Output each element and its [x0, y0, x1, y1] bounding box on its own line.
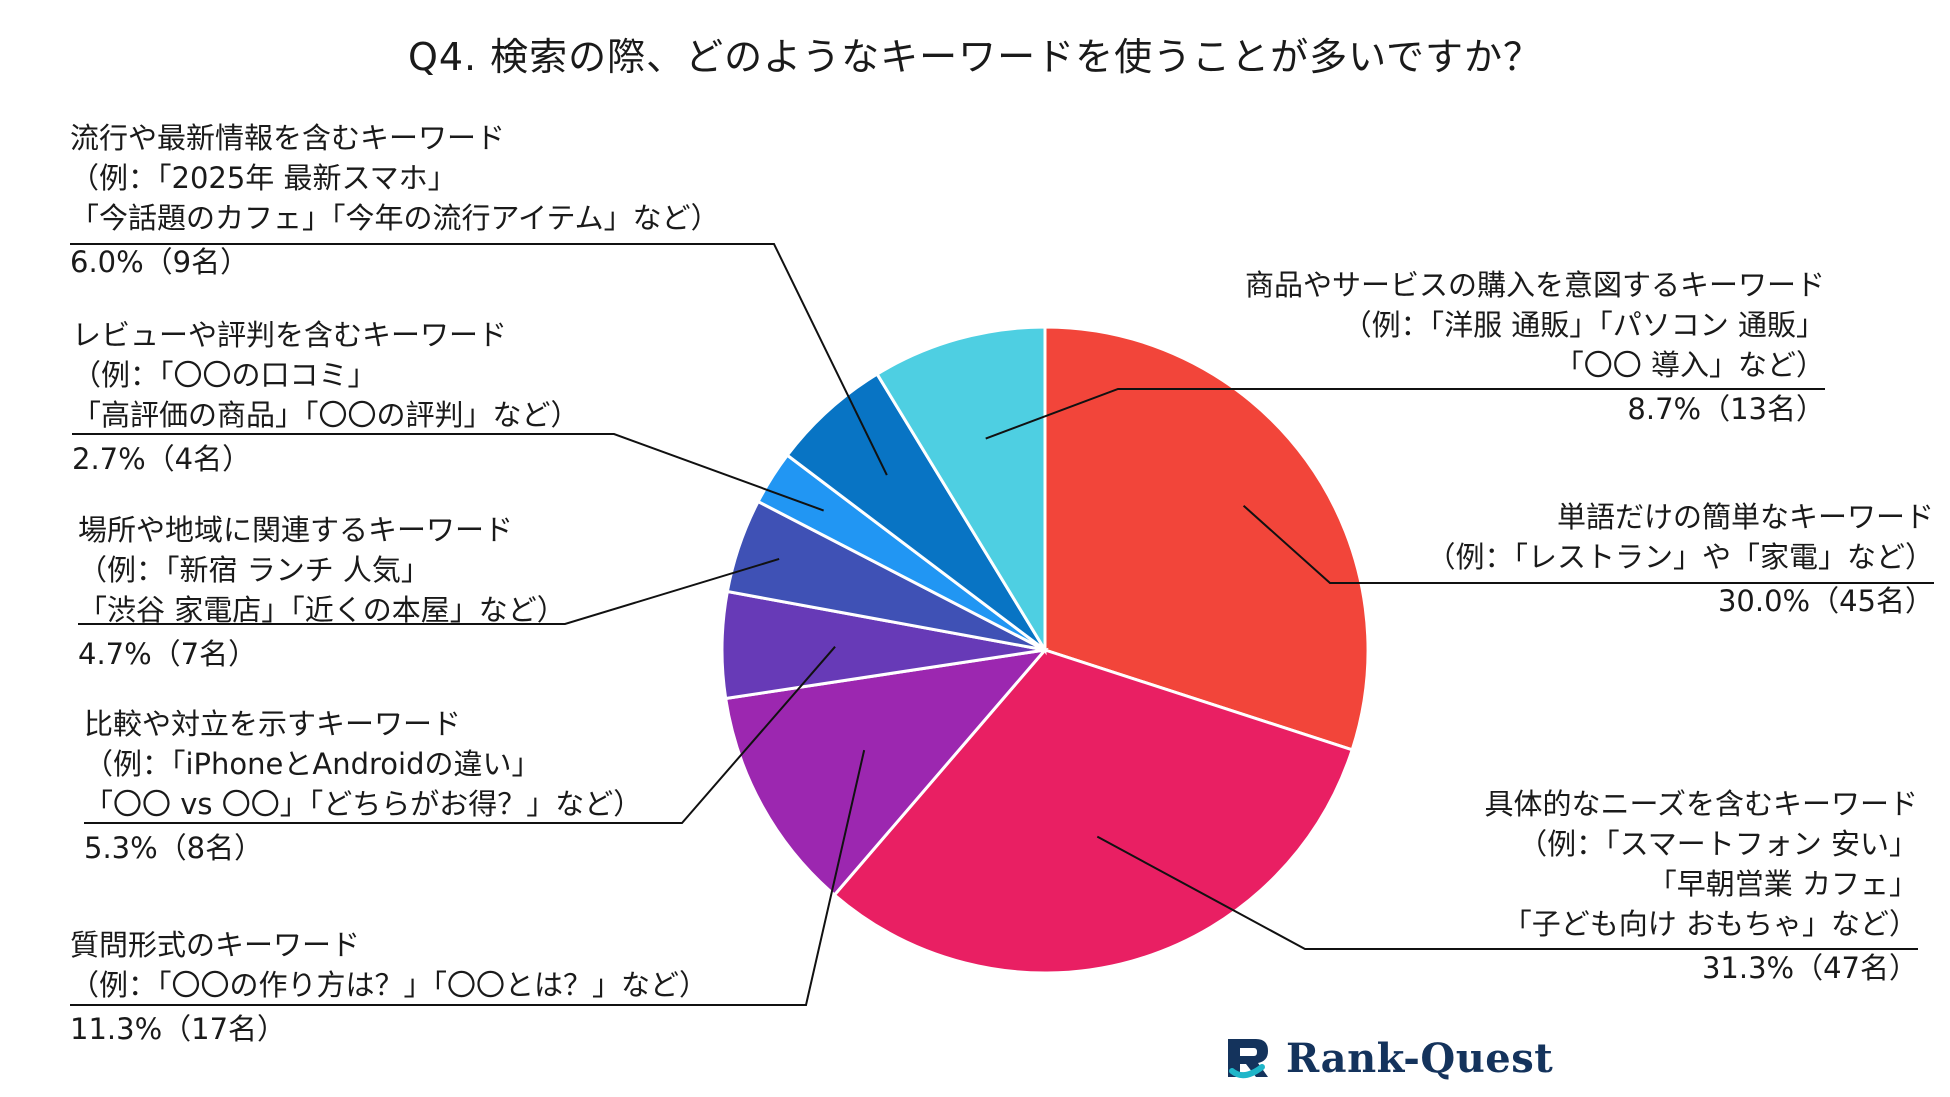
slice-label-line: 単語だけの簡単なキーワード [1556, 500, 1934, 534]
slice-label-line: 質問形式のキーワード [70, 928, 361, 962]
slice-label-7: 商品やサービスの購入を意図するキーワード （例：「洋服 通販」「パソコン 通販」「… [1245, 265, 1825, 429]
slice-label-line: （例：「〇〇の口コミ」 [72, 358, 377, 392]
pie-slice-7 [875, 325, 1047, 656]
slice-label-line: 「子ども向け おもちゃ」など） [1502, 907, 1918, 941]
slice-label-line: 比較や対立を示すキーワード [84, 707, 462, 741]
slice-label-line: （例：「iPhoneとAndroidの違い」 [84, 747, 541, 781]
leader-line-3 [84, 646, 836, 824]
slice-label-2: 質問形式のキーワード （例：「〇〇の作り方は？」「〇〇とは？」など） 11.3%（1… [70, 925, 708, 1049]
slice-label-line: レビューや評判を含むキーワード [72, 318, 508, 352]
leader-line-7 [985, 388, 1825, 440]
chart-title: Q4. 検索の際、どのようなキーワードを使うことが多いですか？ [407, 35, 1543, 79]
slice-value-label: 2.7%（4名） [72, 442, 252, 476]
slice-label-line: 商品やサービスの購入を意図するキーワード [1244, 268, 1825, 302]
leader-line-2 [70, 749, 866, 1006]
slice-value-label: 4.7%（7名） [78, 637, 258, 671]
pie-slice-1 [832, 648, 1355, 975]
slice-value-label: 11.3%（17名） [70, 1012, 287, 1046]
rank-quest-logo: Rank-Quest [1222, 1030, 1553, 1086]
slice-label-line: （例：「新宿 ランチ 人気」 [78, 553, 430, 587]
leader-line-6 [70, 243, 888, 476]
slice-value-label: 30.0%（45名） [1717, 584, 1934, 618]
leader-line-0 [1242, 504, 1934, 584]
slice-label-line: （例：「2025年 最新スマホ」 [70, 161, 457, 195]
slice-value-label: 6.0%（9名） [70, 245, 250, 279]
slice-label-4: 場所や地域に関連するキーワード （例：「新宿 ランチ 人気」「渋谷 家電店」「近く… [78, 510, 566, 674]
slice-label-6: 流行や最新情報を含むキーワード （例：「2025年 最新スマホ」「今話題のカフェ」… [70, 118, 720, 282]
slice-label-line: （例：「洋服 通販」「パソコン 通販」 [1342, 308, 1825, 342]
slice-label-line: （例：「スマートフォン 安い」 [1518, 827, 1918, 861]
slice-label-line: 「今話題のカフェ」「今年の流行アイテム」など） [70, 201, 720, 235]
slice-label-line: 具体的なニーズを含むキーワード [1484, 787, 1918, 821]
slice-label-1: 具体的なニーズを含むキーワード （例：「スマートフォン 安い」「早朝営業 カフェ」… [1484, 784, 1918, 988]
logo-text: Rank-Quest [1286, 1034, 1554, 1082]
slice-label-line: 「渋谷 家電店」「近くの本屋」など） [78, 593, 566, 627]
slice-label-line: 「〇〇 vs 〇〇」「どちらがお得？」など） [84, 787, 643, 821]
pie-slice-6 [785, 372, 1047, 652]
slice-label-line: 「早朝営業 カフェ」 [1647, 867, 1918, 901]
slice-value-label: 31.3%（47名） [1701, 951, 1918, 985]
slice-label-line: 「高評価の商品」「〇〇の評判」など） [72, 398, 580, 432]
slice-label-5: レビューや評判を含むキーワード （例：「〇〇の口コミ」「高評価の商品」「〇〇の評判… [72, 315, 580, 479]
slice-label-line: 「〇〇 導入」など） [1554, 348, 1825, 382]
leader-line-4 [78, 558, 780, 625]
pie-slice-0 [1043, 325, 1370, 752]
slice-label-line: （例：「レストラン」や「家電」など） [1426, 540, 1934, 574]
leader-line-5 [72, 433, 825, 512]
slice-label-line: 場所や地域に関連するキーワード [78, 513, 514, 547]
slice-value-label: 8.7%（13名） [1627, 392, 1825, 426]
slice-label-line: （例：「〇〇の作り方は？」「〇〇とは？」など） [70, 968, 709, 1002]
leader-line-1 [1096, 835, 1918, 950]
rank-quest-logo-icon [1228, 1039, 1268, 1079]
slice-label-0: 単語だけの簡単なキーワード （例：「レストラン」や「家電」など） 30.0%（45名… [1426, 497, 1934, 621]
slice-label-3: 比較や対立を示すキーワード （例：「iPhoneとAndroidの違い」「〇〇 v… [84, 704, 642, 868]
pie-slice-2 [723, 647, 1049, 898]
slice-label-line: 流行や最新情報を含むキーワード [70, 121, 506, 155]
slice-value-label: 5.3%（8名） [84, 831, 264, 865]
